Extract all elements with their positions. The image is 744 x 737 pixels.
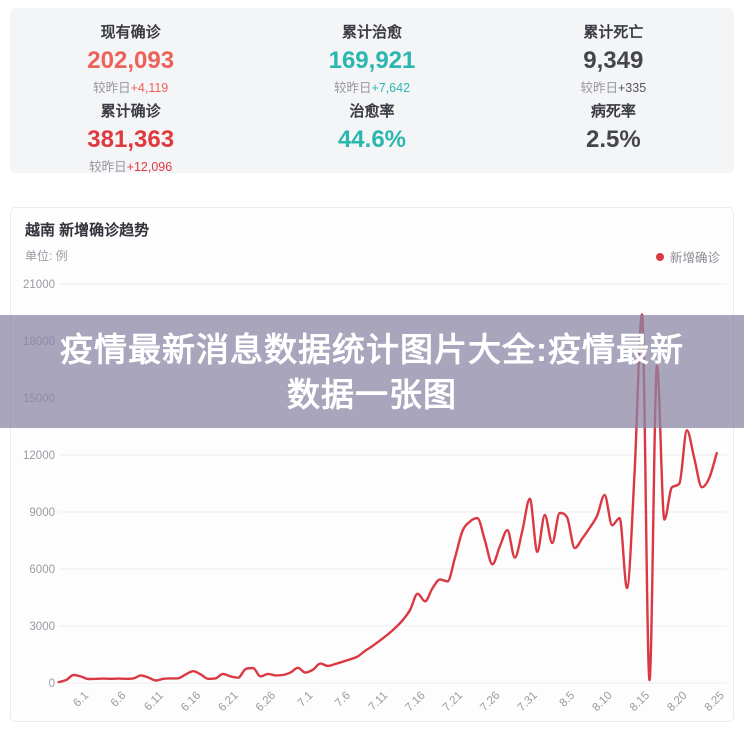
delta-prefix: 较昨日 bbox=[89, 160, 127, 174]
legend-dot-icon bbox=[655, 252, 664, 261]
x-axis-tick-label: 8.15 bbox=[628, 690, 652, 714]
y-axis-tick-label: 18000 bbox=[23, 336, 55, 348]
delta-prefix: 较昨日 bbox=[333, 81, 372, 95]
x-axis-tick-label: 6.21 bbox=[216, 690, 240, 714]
chart-title: 越南 新增确诊趋势 bbox=[25, 222, 150, 239]
stats-panel: 现有确诊 202,093 较昨日+4,119 累计治愈 169,921 较昨日+… bbox=[10, 8, 734, 174]
delta-value: +12,096 bbox=[126, 160, 173, 174]
x-axis-tick-label: 8.25 bbox=[703, 690, 727, 714]
stat-delta: 较昨日+335 bbox=[493, 77, 734, 95]
stat-value: 202,093 bbox=[87, 47, 175, 74]
stat-delta bbox=[493, 156, 734, 171]
x-axis-tick-label: 7.21 bbox=[441, 690, 465, 714]
y-axis-tick-label: 3000 bbox=[29, 621, 55, 633]
stat-label: 病死率 bbox=[590, 103, 636, 120]
stat-value: 44.6% bbox=[337, 126, 407, 153]
stat-value: 169,921 bbox=[328, 47, 416, 74]
trend-chart-card: 越南 新增确诊趋势 单位: 例 新增确诊 0 3000 6000 9000 12000 1… bbox=[10, 207, 734, 722]
x-axis-tick-label: 7.6 bbox=[333, 690, 353, 710]
y-axis-tick-label: 15000 bbox=[23, 393, 55, 405]
stat-delta: 较昨日+4,119 bbox=[10, 77, 251, 95]
y-axis-tick-label: 0 bbox=[49, 678, 55, 690]
stat-label: 治愈率 bbox=[349, 103, 395, 120]
delta-value: +335 bbox=[618, 81, 647, 95]
stat-value: 2.5% bbox=[585, 126, 641, 153]
stat-value: 381,363 bbox=[87, 126, 175, 153]
stat-label: 现有确诊 bbox=[100, 24, 161, 41]
stat-card-total-confirmed: 累计确诊 381,363 较昨日+12,096 bbox=[10, 100, 251, 179]
stat-card-total-deaths: 累计死亡 9,349 较昨日+335 bbox=[493, 21, 734, 100]
x-axis-tick-label: 7.1 bbox=[296, 690, 316, 710]
x-axis-tick-label: 8.20 bbox=[665, 690, 689, 714]
delta-value: +7,642 bbox=[371, 81, 411, 95]
stat-card-total-cured: 累计治愈 169,921 较昨日+7,642 bbox=[251, 21, 492, 100]
new-cases-line-chart[interactable]: 0 3000 6000 9000 12000 15000 18000 21000 6.1 6.6 6… bbox=[11, 208, 733, 721]
stat-value: 9,349 bbox=[583, 47, 644, 74]
x-axis-tick-label: 6.11 bbox=[142, 690, 166, 714]
stat-label: 累计治愈 bbox=[341, 24, 402, 41]
x-axis-tick-label: 7.16 bbox=[403, 690, 427, 714]
stat-card-cure-rate: 治愈率 44.6% bbox=[251, 100, 492, 179]
stat-card-current-confirmed: 现有确诊 202,093 较昨日+4,119 bbox=[10, 21, 251, 100]
chart-unit-label: 单位: 例 bbox=[25, 249, 68, 263]
x-axis-tick-label: 8.5 bbox=[558, 690, 578, 710]
y-axis-tick-label: 21000 bbox=[23, 279, 55, 291]
delta-prefix: 较昨日 bbox=[93, 81, 131, 95]
stat-delta: 较昨日+7,642 bbox=[251, 77, 492, 95]
x-axis-tick-label: 7.31 bbox=[516, 690, 540, 714]
x-axis-tick-label: 6.26 bbox=[254, 690, 278, 714]
delta-prefix: 较昨日 bbox=[580, 81, 618, 95]
x-axis-tick-label: 6.16 bbox=[179, 690, 203, 714]
x-axis-tick-label: 6.6 bbox=[109, 690, 129, 710]
y-axis-tick-label: 6000 bbox=[29, 564, 55, 576]
y-axis-tick-label: 9000 bbox=[29, 507, 55, 519]
x-axis-tick-label: 6.1 bbox=[71, 690, 91, 710]
x-axis-tick-label: 7.11 bbox=[367, 690, 391, 714]
stat-delta bbox=[251, 156, 492, 171]
delta-value: +4,119 bbox=[130, 81, 169, 95]
stat-delta: 较昨日+12,096 bbox=[10, 156, 251, 174]
stat-label: 累计确诊 bbox=[100, 103, 161, 120]
new-confirmed-series-line bbox=[57, 313, 718, 684]
x-axis-tick-label: 8.10 bbox=[590, 690, 614, 714]
y-axis-tick-label: 12000 bbox=[23, 450, 55, 462]
stat-card-fatality-rate: 病死率 2.5% bbox=[493, 100, 734, 179]
legend-item-new-confirmed[interactable]: 新增确诊 bbox=[655, 247, 720, 266]
legend-label: 新增确诊 bbox=[669, 251, 720, 265]
stat-label: 累计死亡 bbox=[583, 24, 644, 41]
x-axis-tick-label: 7.26 bbox=[478, 690, 502, 714]
